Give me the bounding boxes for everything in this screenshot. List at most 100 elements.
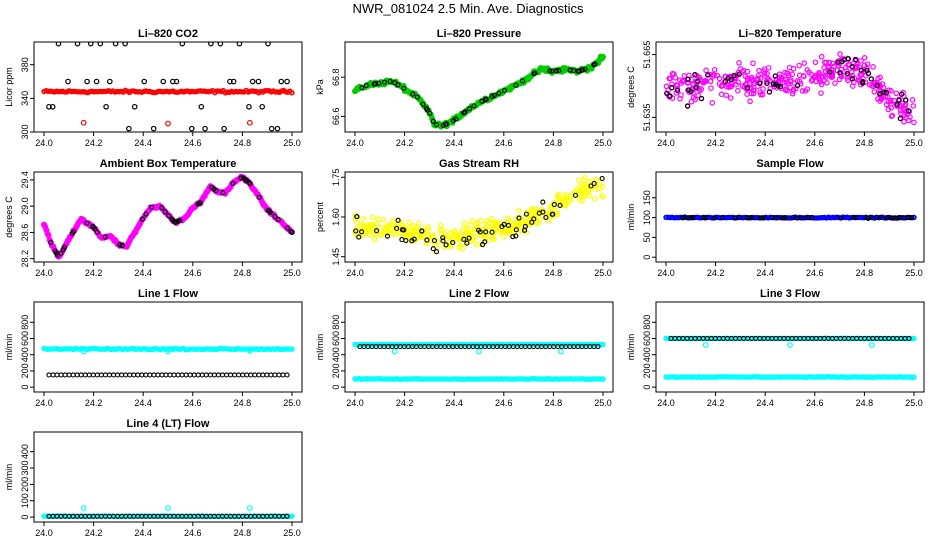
overlay-point xyxy=(433,249,440,255)
data-point xyxy=(505,215,511,221)
overlay-point xyxy=(906,108,912,114)
data-point xyxy=(437,226,444,233)
plot-area xyxy=(352,174,606,255)
data-point xyxy=(750,90,757,97)
overlay-point xyxy=(592,61,598,67)
y-tick-label: 66.8 xyxy=(331,68,341,86)
overlay-point xyxy=(48,240,54,246)
data-point xyxy=(284,372,290,378)
data-point xyxy=(870,64,876,70)
overlay-point xyxy=(547,68,553,74)
data-point xyxy=(54,372,60,378)
data-point xyxy=(595,344,601,350)
x-tick-label: 24.2 xyxy=(85,528,103,538)
data-point xyxy=(776,71,783,77)
overlay-point xyxy=(858,67,864,73)
data-point xyxy=(849,72,856,79)
data-point xyxy=(287,346,293,352)
data-point xyxy=(122,42,128,47)
overlay-point xyxy=(757,215,763,221)
data-point xyxy=(669,70,676,77)
data-point xyxy=(102,372,109,378)
overlay-point xyxy=(588,183,594,189)
overlay-point xyxy=(686,215,692,221)
data-point xyxy=(131,103,138,110)
overlay-point xyxy=(267,209,274,215)
data-point xyxy=(375,216,381,222)
data-point xyxy=(591,182,597,189)
data-point xyxy=(789,71,796,78)
overlay-point xyxy=(466,235,472,241)
overlay-point xyxy=(353,228,359,234)
data-point xyxy=(189,125,195,132)
overlay-point xyxy=(462,109,468,115)
overlay-point xyxy=(759,215,765,221)
data-point xyxy=(425,231,431,238)
data-point xyxy=(217,42,224,47)
data-point xyxy=(911,335,917,342)
overlay-point xyxy=(272,213,278,220)
y-axis-label: kPa xyxy=(315,79,325,95)
data-point xyxy=(801,60,807,66)
y-tick-label: 0 xyxy=(20,385,30,390)
overlay-point xyxy=(414,94,420,100)
data-point xyxy=(451,232,458,238)
y-tick-label: 50 xyxy=(642,232,652,242)
x-tick-label: 24.8 xyxy=(234,528,252,538)
x-tick-label: 24.0 xyxy=(346,138,364,148)
data-point xyxy=(600,341,606,348)
data-point xyxy=(796,78,803,85)
data-point xyxy=(87,42,94,47)
y-tick-label: 1.45 xyxy=(331,248,341,266)
data-point xyxy=(529,208,535,214)
overlay-point xyxy=(284,225,291,231)
data-point xyxy=(119,372,125,378)
overlay-point xyxy=(430,246,436,252)
overlay-point xyxy=(230,180,236,186)
plot-frame xyxy=(344,171,614,263)
overlay-point xyxy=(576,68,582,74)
overlay-point xyxy=(777,83,784,90)
y-tick-label: 51.635 xyxy=(642,104,652,132)
spike-point xyxy=(80,505,87,511)
overlay-point xyxy=(827,69,833,75)
data-point xyxy=(171,372,177,378)
data-point xyxy=(371,236,378,243)
data-point xyxy=(175,372,181,378)
overlay-point xyxy=(719,215,725,221)
data-point xyxy=(740,67,747,74)
overlay-point xyxy=(372,81,378,87)
overlay-point xyxy=(61,244,67,250)
data-point xyxy=(701,79,707,85)
data-point xyxy=(90,372,96,378)
plot-area xyxy=(663,214,917,221)
data-point xyxy=(244,372,250,378)
data-point xyxy=(600,376,606,382)
y-tick-label: 200 xyxy=(20,363,30,378)
data-point xyxy=(74,42,81,47)
data-point xyxy=(265,42,271,47)
data-point xyxy=(74,372,80,378)
x-tick-label: 24.8 xyxy=(856,398,874,408)
overlay-point xyxy=(119,243,125,249)
x-tick-label: 24.6 xyxy=(184,398,202,408)
x-tick-label: 24.2 xyxy=(707,398,725,408)
overlay-point xyxy=(886,214,892,221)
overlay-point xyxy=(499,224,505,230)
plot-frame xyxy=(33,431,303,523)
y-axis-label: percent xyxy=(315,201,325,232)
data-point xyxy=(791,80,797,86)
x-tick-label: 25.0 xyxy=(594,268,612,278)
data-point xyxy=(103,103,109,110)
overlay-point xyxy=(773,81,779,87)
overlay-point xyxy=(166,213,172,219)
x-tick-label: 24.0 xyxy=(346,268,364,278)
y-tick-label: 300 xyxy=(20,124,30,139)
y-tick-label: 29.4 xyxy=(20,171,30,189)
y-tick-label: 300 xyxy=(20,460,30,475)
data-point xyxy=(677,95,683,102)
data-point xyxy=(501,229,508,235)
data-point xyxy=(869,82,875,88)
data-point xyxy=(211,372,217,378)
data-point xyxy=(600,53,607,60)
